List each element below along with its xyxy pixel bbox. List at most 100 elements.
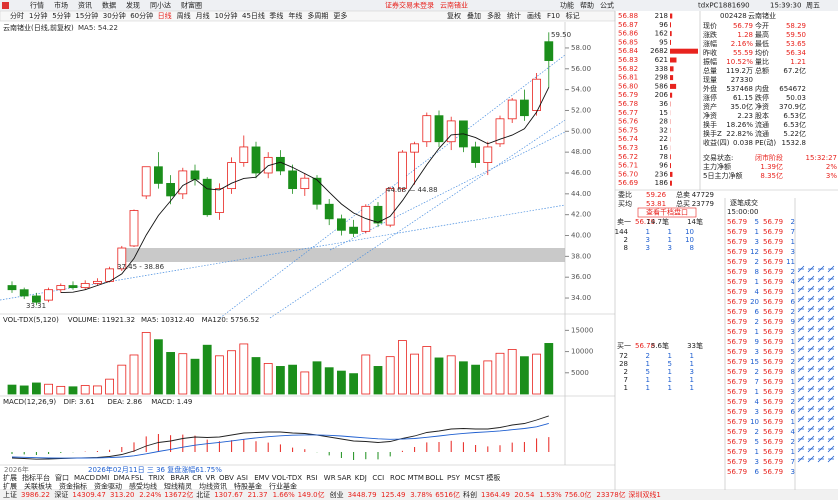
tool-icon[interactable] [807, 435, 815, 443]
tool-icon[interactable] [797, 365, 805, 373]
period-tab[interactable]: 分时 [10, 11, 24, 20]
tool-icon[interactable] [797, 455, 805, 463]
tool-icon[interactable] [797, 325, 805, 333]
tool-icon[interactable] [807, 325, 815, 333]
tool-button[interactable]: 复权 [447, 11, 461, 20]
tool-icon[interactable] [797, 355, 805, 363]
tool-icon[interactable] [817, 425, 825, 433]
menu-item[interactable]: 公式 [600, 1, 614, 10]
tool-icon[interactable] [827, 425, 835, 433]
indicator-tab[interactable]: 扩展 [3, 473, 17, 482]
period-tab[interactable]: 15分钟 [75, 11, 98, 20]
period-tab[interactable]: 月线 [196, 11, 210, 20]
tool-icon[interactable] [817, 395, 825, 403]
tool-icon[interactable] [797, 415, 805, 423]
tool-icon[interactable] [827, 355, 835, 363]
period-tab[interactable]: 多周期 [307, 11, 328, 20]
tool-icon[interactable] [817, 375, 825, 383]
tool-icon[interactable] [817, 445, 825, 453]
tool-icon[interactable] [817, 355, 825, 363]
tool-button[interactable]: 统计 [507, 11, 521, 20]
period-tab[interactable]: 30分钟 [103, 11, 126, 20]
tool-icon[interactable] [827, 405, 835, 413]
tool-icon[interactable] [807, 365, 815, 373]
tool-icon[interactable] [797, 285, 805, 293]
tool-icon[interactable] [807, 395, 815, 403]
function-tab[interactable]: 行业基金 [269, 482, 297, 491]
period-tab[interactable]: 1分钟 [29, 11, 47, 20]
tool-icon[interactable] [807, 265, 815, 273]
indicator-tab[interactable]: MTM [408, 474, 424, 482]
tool-icon[interactable] [817, 315, 825, 323]
period-tab[interactable]: 60分钟 [130, 11, 153, 20]
indicator-tab[interactable]: SAR [337, 474, 351, 482]
tool-icon[interactable] [817, 415, 825, 423]
indicator-tab[interactable]: PSY [447, 474, 461, 482]
menu-item[interactable]: 财富圈 [181, 1, 202, 10]
menu-item[interactable]: 帮助 [580, 1, 594, 10]
tool-icon[interactable] [827, 375, 835, 383]
tool-icon[interactable] [817, 405, 825, 413]
indicator-tab[interactable]: ASI [237, 474, 248, 482]
tool-icon[interactable] [797, 345, 805, 353]
tool-icon[interactable] [817, 305, 825, 313]
tool-icon[interactable] [807, 415, 815, 423]
function-tab[interactable]: 资金指标 [59, 482, 87, 491]
period-tab[interactable]: 年线 [288, 11, 302, 20]
indicator-tab[interactable]: VOL-TDX [272, 474, 303, 482]
tool-icon[interactable] [797, 435, 805, 443]
menu-item[interactable]: 行情 [30, 1, 44, 10]
tool-icon[interactable] [807, 315, 815, 323]
tool-icon[interactable] [797, 375, 805, 383]
tool-icon[interactable] [807, 385, 815, 393]
function-tab[interactable]: 均线资讯 [199, 482, 227, 491]
tool-icon[interactable] [807, 335, 815, 343]
depth-button[interactable]: 查看千档盘口 [646, 208, 688, 217]
function-tab[interactable]: 扩展 [3, 482, 17, 491]
tool-icon[interactable] [827, 265, 835, 273]
tool-icon[interactable] [807, 425, 815, 433]
indicator-tab[interactable]: ROC [390, 474, 405, 482]
indicator-tab[interactable]: 窗口 [55, 473, 69, 482]
period-tab[interactable]: 季线 [269, 11, 283, 20]
tool-icon[interactable] [807, 275, 815, 283]
period-tab[interactable]: 10分钟 [215, 11, 238, 20]
indicator-tab[interactable]: MCST [465, 474, 485, 482]
tool-icon[interactable] [817, 265, 825, 273]
tool-icon[interactable] [807, 455, 815, 463]
depth-button-frame[interactable] [637, 207, 697, 218]
tool-icon[interactable] [797, 295, 805, 303]
tool-icon[interactable] [797, 315, 805, 323]
tool-icon[interactable] [817, 325, 825, 333]
tool-icon[interactable] [827, 325, 835, 333]
menu-item[interactable]: 发现 [126, 1, 140, 10]
menu-item[interactable]: 数据 [102, 1, 116, 10]
period-tab[interactable]: 周线 [177, 11, 191, 20]
tool-icon[interactable] [807, 305, 815, 313]
menu-item[interactable]: 同小达 [150, 1, 171, 10]
indicator-tab[interactable]: 模板 [486, 473, 500, 482]
indicator-tab[interactable]: EMV [254, 474, 269, 482]
function-tab[interactable]: 资金驱动 [94, 482, 122, 491]
period-tab[interactable]: 5分钟 [52, 11, 70, 20]
tool-icon[interactable] [827, 365, 835, 373]
tool-icon[interactable] [817, 455, 825, 463]
tool-icon[interactable] [807, 345, 815, 353]
period-tab[interactable]: 日线 [158, 11, 172, 20]
tool-icon[interactable] [797, 385, 805, 393]
tool-icon[interactable] [827, 335, 835, 343]
tool-icon[interactable] [807, 375, 815, 383]
tool-icon[interactable] [797, 425, 805, 433]
indicator-tab[interactable]: 指标平台 [22, 473, 50, 482]
tool-icon[interactable] [797, 265, 805, 273]
tool-icon[interactable] [827, 385, 835, 393]
indicator-tab[interactable]: DMI [96, 474, 110, 482]
tool-button[interactable]: 叠加 [467, 11, 481, 20]
tool-icon[interactable] [827, 445, 835, 453]
menu-item[interactable]: 功能 [560, 1, 574, 10]
tool-button[interactable]: 画线 [527, 11, 541, 20]
tool-icon[interactable] [817, 435, 825, 443]
tool-icon[interactable] [817, 385, 825, 393]
tool-icon[interactable] [797, 445, 805, 453]
tool-icon[interactable] [797, 275, 805, 283]
